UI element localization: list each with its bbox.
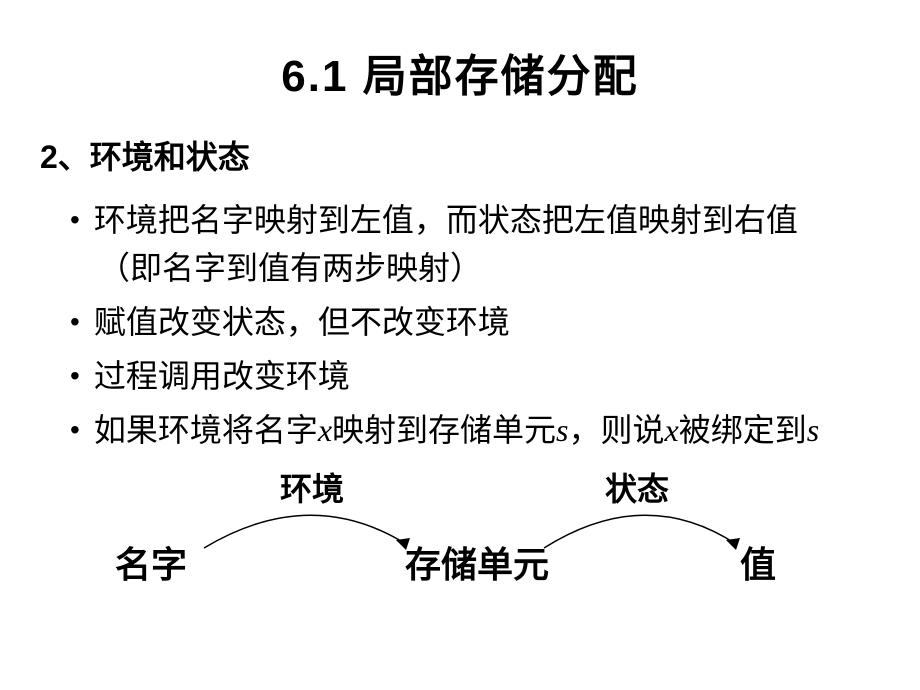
text-run: 赋值改变状态，但不改变环境 bbox=[94, 304, 510, 340]
bullet-item: 赋值改变状态，但不改变环境 bbox=[70, 298, 860, 346]
arc-env bbox=[200, 502, 420, 552]
text-run: 映射到存储单元 bbox=[332, 412, 556, 448]
bullet-item: 环境把名字映射到左值，而状态把左值映射到右值（即名字到值有两步映射） bbox=[70, 196, 860, 292]
diagram-node-value: 值 bbox=[740, 536, 776, 588]
italic-var: s bbox=[556, 412, 568, 448]
mapping-diagram: 环境 状态 名字 存储单元 值 bbox=[60, 464, 860, 584]
text-run: ，则说 bbox=[569, 412, 665, 448]
slide-container: 6.1 局部存储分配 2、环境和状态 环境把名字映射到左值，而状态把左值映射到右… bbox=[0, 0, 920, 690]
text-run: 被绑定到 bbox=[679, 412, 807, 448]
text-run: 环境把名字映射到左值，而状态把左值映射到右值（即名字到值有两步映射） bbox=[94, 202, 798, 286]
diagram-node-cell: 存储单元 bbox=[405, 536, 549, 588]
bullet-list: 环境把名字映射到左值，而状态把左值映射到右值（即名字到值有两步映射） 赋值改变状… bbox=[60, 196, 860, 454]
italic-var: x bbox=[318, 412, 332, 448]
italic-var: s bbox=[807, 412, 819, 448]
slide-title: 6.1 局部存储分配 bbox=[60, 40, 860, 104]
diagram-node-name: 名字 bbox=[115, 536, 187, 588]
arc-state bbox=[540, 502, 750, 552]
bullet-item: 过程调用改变环境 bbox=[70, 352, 860, 400]
italic-var: x bbox=[665, 412, 679, 448]
bullet-item: 如果环境将名字x映射到存储单元s，则说x被绑定到s bbox=[70, 406, 860, 454]
section-subhead: 2、环境和状态 bbox=[40, 132, 860, 178]
text-run: 如果环境将名字 bbox=[94, 412, 318, 448]
text-run: 过程调用改变环境 bbox=[94, 358, 350, 394]
